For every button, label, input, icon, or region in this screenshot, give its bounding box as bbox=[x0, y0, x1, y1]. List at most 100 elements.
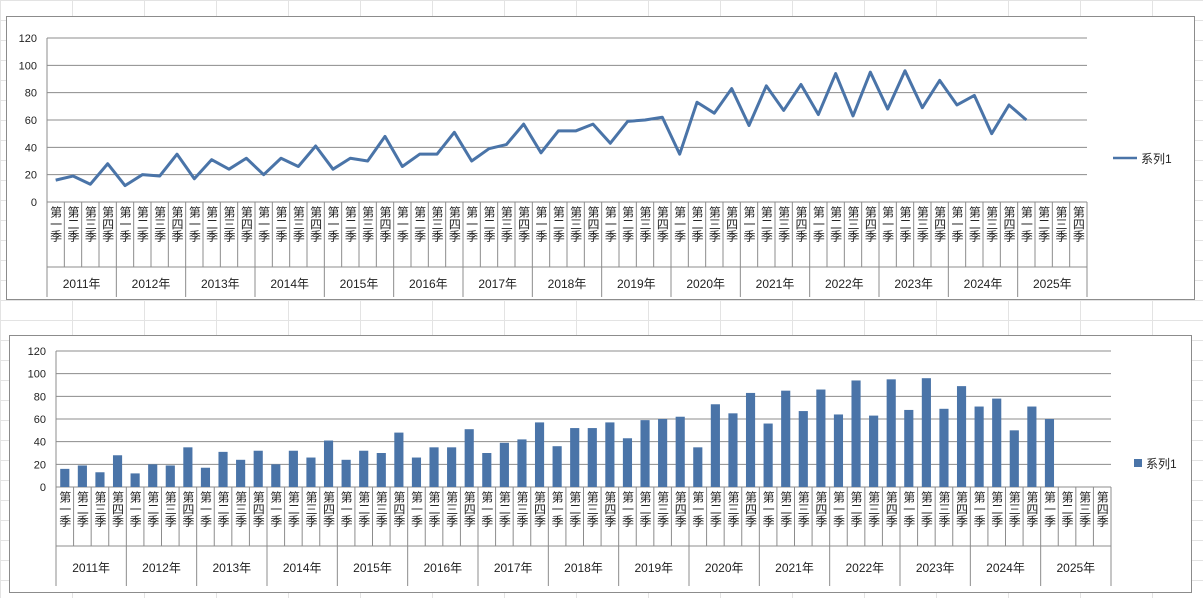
bar bbox=[60, 468, 70, 487]
bar bbox=[183, 447, 193, 487]
x-tick-label: 第二季 bbox=[75, 491, 89, 528]
x-tick-label: 第一季 bbox=[339, 491, 353, 528]
x-tick-label: 第二季 bbox=[66, 206, 80, 243]
bar bbox=[710, 404, 720, 487]
bar bbox=[341, 459, 351, 487]
x-tick-label: 第二季 bbox=[135, 206, 149, 243]
x-tick-label: 第四季 bbox=[673, 491, 687, 528]
x-tick-label: 第一季 bbox=[950, 206, 964, 243]
x-tick-label: 第二季 bbox=[829, 206, 843, 243]
x-tick-label: 第一季 bbox=[187, 206, 201, 243]
x-tick-label: 第一季 bbox=[257, 206, 271, 243]
year-label: 2019年 bbox=[634, 561, 673, 575]
x-tick-label: 第四季 bbox=[794, 206, 808, 243]
x-tick-label: 第二季 bbox=[357, 491, 371, 528]
x-tick-label: 第三季 bbox=[445, 491, 459, 528]
x-tick-label: 第四季 bbox=[814, 491, 828, 528]
bar bbox=[886, 379, 896, 487]
y-tick-label: 20 bbox=[34, 459, 46, 471]
y-tick-label: 100 bbox=[19, 60, 37, 72]
x-tick-label: 第三季 bbox=[777, 206, 791, 243]
bar bbox=[781, 390, 791, 487]
year-label: 2016年 bbox=[423, 561, 462, 575]
y-tick-label: 0 bbox=[40, 482, 46, 494]
x-tick-label: 第四季 bbox=[1002, 206, 1016, 243]
x-tick-label: 第四季 bbox=[586, 206, 600, 243]
y-tick-label: 40 bbox=[34, 437, 46, 449]
x-tick-label: 第三季 bbox=[374, 491, 388, 528]
bar bbox=[95, 472, 105, 487]
x-tick-label: 第一季 bbox=[326, 206, 340, 243]
bar bbox=[798, 411, 808, 487]
year-label: 2014年 bbox=[270, 277, 309, 291]
bar bbox=[570, 428, 580, 487]
x-tick-label: 第三季 bbox=[83, 206, 97, 243]
year-label: 2020年 bbox=[686, 277, 725, 291]
x-tick-label: 第三季 bbox=[1078, 491, 1092, 528]
x-tick-label: 第三季 bbox=[291, 206, 305, 243]
x-tick-label: 第一季 bbox=[1019, 206, 1033, 243]
bar bbox=[658, 419, 668, 487]
x-tick-label: 第四季 bbox=[884, 491, 898, 528]
x-tick-label: 第二季 bbox=[779, 491, 793, 528]
y-tick-label: 80 bbox=[25, 88, 37, 100]
line-chart-svg: 020406080100120第一季 第二季 第三季 第四季 第一季 第二季 第三季 第四季第… bbox=[19, 33, 1172, 297]
x-tick-label: 第四季 bbox=[181, 491, 195, 528]
bar-chart: 0 20 40 60 80 100 120 第一季 第二季 第三季 第四季 第一季 第二季 第三季 第四季第… bbox=[9, 335, 1192, 593]
x-tick-label: 第二季 bbox=[708, 491, 722, 528]
year-label: 2021年 bbox=[775, 561, 814, 575]
x-tick-label: 第二季 bbox=[497, 491, 511, 528]
legend-bar-marker bbox=[1134, 459, 1142, 467]
year-label: 2012年 bbox=[142, 561, 181, 575]
x-tick-label: 第三季 bbox=[1054, 206, 1068, 243]
x-tick-label: 第三季 bbox=[638, 206, 652, 243]
bar bbox=[622, 438, 633, 487]
x-tick-label: 第三季 bbox=[707, 206, 721, 243]
x-tick-label: 第三季 bbox=[515, 491, 529, 528]
x-tick-label: 第四季 bbox=[863, 206, 877, 243]
x-tick-label: 第四季 bbox=[1071, 206, 1085, 243]
year-label: 2024年 bbox=[964, 277, 1003, 291]
bar bbox=[974, 406, 984, 487]
x-tick-label: 第二季 bbox=[1060, 491, 1074, 528]
x-tick-label: 第三季 bbox=[569, 206, 583, 243]
x-tick-label: 第二季 bbox=[205, 206, 219, 243]
x-tick-label: 第二季 bbox=[919, 491, 933, 528]
x-tick-label: 第一季 bbox=[198, 491, 212, 528]
x-tick-label: 第四季 bbox=[462, 491, 476, 528]
x-tick-label: 第二季 bbox=[343, 206, 357, 243]
year-label: 2017年 bbox=[494, 561, 533, 575]
x-tick-label: 第一季 bbox=[49, 206, 63, 243]
x-tick-label: 第二季 bbox=[1037, 206, 1051, 243]
x-tick-label: 第三季 bbox=[796, 491, 810, 528]
x-tick-label: 第四季 bbox=[1095, 491, 1109, 528]
bar bbox=[411, 457, 422, 487]
line-chart: 0 20 40 60 80 100 120 第一季 第二季 第三季 第四季 第一季 第二季 第三季 第四季第… bbox=[6, 16, 1195, 300]
y-tick-label: 120 bbox=[28, 346, 46, 358]
x-tick-label: 第一季 bbox=[1042, 491, 1056, 528]
x-tick-label: 第四季 bbox=[603, 491, 617, 528]
year-label: 2011年 bbox=[63, 277, 101, 291]
bar bbox=[482, 453, 492, 487]
series-line bbox=[55, 69, 1028, 188]
x-tick-label: 第一季 bbox=[550, 491, 564, 528]
year-label: 2015年 bbox=[340, 277, 379, 291]
bar bbox=[939, 408, 949, 487]
x-tick-label: 第一季 bbox=[480, 491, 494, 528]
bar bbox=[288, 450, 298, 487]
x-tick-label: 第一季 bbox=[603, 206, 617, 243]
x-tick-label: 第一季 bbox=[691, 491, 705, 528]
bar bbox=[359, 450, 369, 487]
bar bbox=[77, 465, 87, 487]
x-tick-label: 第四季 bbox=[392, 491, 406, 528]
bar bbox=[1009, 430, 1019, 487]
bar bbox=[376, 453, 386, 487]
y-tick-label: 20 bbox=[25, 170, 37, 182]
bar bbox=[816, 389, 826, 487]
x-tick-label: 第一季 bbox=[409, 491, 423, 528]
year-label: 2020年 bbox=[705, 561, 744, 575]
x-tick-label: 第四季 bbox=[239, 206, 253, 243]
y-tick-label: 80 bbox=[34, 391, 46, 403]
y-tick-label: 60 bbox=[25, 115, 37, 127]
x-tick-label: 第三季 bbox=[499, 206, 513, 243]
